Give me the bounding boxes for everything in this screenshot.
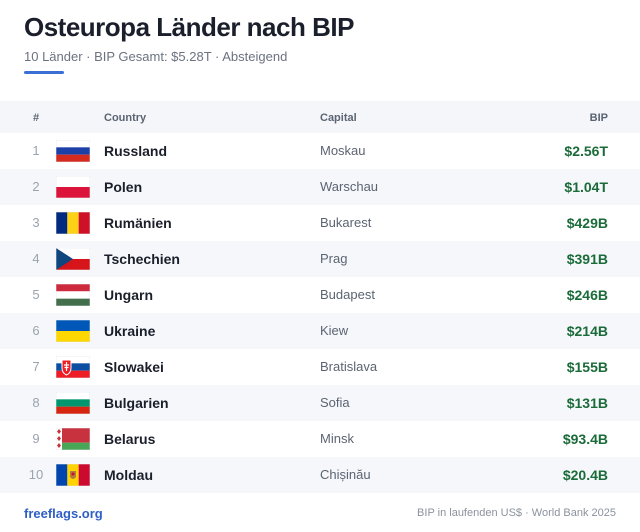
country-name: Ungarn <box>104 287 153 303</box>
flag <box>56 176 90 198</box>
gdp-value: $391B <box>566 251 608 267</box>
capital: Chișinău <box>320 467 371 482</box>
flag <box>56 248 90 270</box>
flag <box>56 428 90 450</box>
capital: Budapest <box>320 287 375 302</box>
rank: 2 <box>32 179 40 194</box>
table-row: 10 Moldau Chișinău $20.4B <box>0 457 640 493</box>
gdp-value: $20.4B <box>562 467 608 483</box>
rank: 7 <box>32 359 40 374</box>
country-name: Russland <box>104 143 168 159</box>
flag <box>56 320 90 342</box>
footer-note: BIP in laufenden US$ · World Bank 2025 <box>417 507 616 519</box>
rank: 10 <box>28 467 44 482</box>
table-row: 2 Polen Warschau $1.04T <box>0 169 640 205</box>
rank: 1 <box>32 143 40 158</box>
capital: Warschau <box>320 179 379 194</box>
country-name: Moldau <box>104 467 153 483</box>
gdp-value: $93.4B <box>562 431 608 447</box>
table-row: 5 Ungarn Budapest $246B <box>0 277 640 313</box>
gdp-value: $1.04T <box>564 179 608 195</box>
capital: Kiew <box>320 323 349 338</box>
table-header: # Country Capital BIP <box>0 101 640 133</box>
table-row: 9 Belarus Minsk $93.4B <box>0 421 640 457</box>
capital: Moskau <box>320 143 366 158</box>
capital: Minsk <box>320 431 354 446</box>
table-row: 1 Russland Moskau $2.56T <box>0 133 640 169</box>
subtitle: 10 Länder · BIP Gesamt: $5.28T · Absteig… <box>24 49 288 64</box>
column-header: Country <box>104 112 147 124</box>
table-row: 7 Slowakei Bratislava $155B <box>0 349 640 385</box>
capital: Bukarest <box>320 215 372 230</box>
rank: 9 <box>32 431 40 446</box>
table: # Country Capital BIP 1 Russland Moskau $2.… <box>0 101 640 493</box>
country-name: Bulgarien <box>104 395 169 411</box>
column-header: Capital <box>320 112 357 124</box>
source-link[interactable]: freeflags.org <box>24 506 103 521</box>
flag <box>56 284 90 306</box>
gdp-value: $246B <box>566 287 608 303</box>
country-name: Tschechien <box>104 251 180 267</box>
gdp-value: $429B <box>566 215 608 231</box>
rank: 6 <box>32 323 40 338</box>
gdp-value: $131B <box>566 395 608 411</box>
column-header: # <box>32 112 40 124</box>
country-name: Belarus <box>104 431 156 447</box>
country-name: Polen <box>104 179 143 195</box>
flag <box>56 464 90 486</box>
accent-bar <box>24 71 64 74</box>
flag <box>56 356 90 378</box>
table-row: 4 Tschechien Prag $391B <box>0 241 640 277</box>
table-row: 8 Bulgarien Sofia $131B <box>0 385 640 421</box>
rank: 4 <box>32 251 40 266</box>
flag <box>56 212 90 234</box>
gdp-value: $2.56T <box>564 143 608 159</box>
rank: 5 <box>32 287 40 302</box>
country-name: Rumänien <box>104 215 172 231</box>
table-row: 6 Ukraine Kiew $214B <box>0 313 640 349</box>
country-name: Ukraine <box>104 323 156 339</box>
gdp-value: $214B <box>566 323 608 339</box>
capital: Bratislava <box>320 359 378 374</box>
gdp-value: $155B <box>566 359 608 375</box>
rank: 8 <box>32 395 40 410</box>
capital: Prag <box>320 251 348 266</box>
title: Osteuropa Länder nach BIP <box>24 12 354 42</box>
capital: Sofia <box>320 395 350 410</box>
column-header: BIP <box>589 112 608 124</box>
table-row: 3 Rumänien Bukarest $429B <box>0 205 640 241</box>
rank: 3 <box>32 215 40 230</box>
country-name: Slowakei <box>104 359 164 375</box>
flag <box>56 140 90 162</box>
flag <box>56 392 90 414</box>
